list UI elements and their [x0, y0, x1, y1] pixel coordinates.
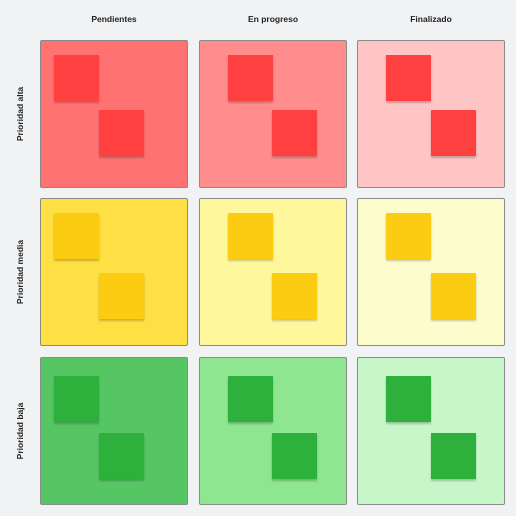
sticky-note[interactable]	[99, 433, 144, 479]
sticky-note[interactable]	[431, 273, 476, 319]
sticky-note[interactable]	[431, 433, 476, 479]
sticky-note[interactable]	[54, 376, 99, 422]
row-header-label: Prioridad alta	[15, 86, 25, 142]
sticky-note[interactable]	[99, 110, 144, 156]
sticky-note[interactable]	[386, 213, 431, 259]
cell-media-en-progreso[interactable]	[199, 198, 347, 346]
row-header-prioridad-alta: Prioridad alta	[0, 40, 40, 188]
row-header-prioridad-media: Prioridad media	[0, 198, 40, 346]
cell-baja-en-progreso[interactable]	[199, 357, 347, 505]
sticky-note[interactable]	[431, 110, 476, 156]
cell-baja-finalizado[interactable]	[357, 357, 505, 505]
sticky-note[interactable]	[272, 433, 317, 479]
sticky-note[interactable]	[386, 376, 431, 422]
sticky-note[interactable]	[228, 213, 273, 259]
row-header-prioridad-baja: Prioridad baja	[0, 357, 40, 505]
sticky-note[interactable]	[272, 273, 317, 319]
cell-baja-pendientes[interactable]	[40, 357, 188, 505]
sticky-note[interactable]	[272, 110, 317, 156]
row-header-label: Prioridad media	[15, 239, 25, 305]
column-header-pendientes: Pendientes	[91, 14, 137, 24]
cell-alta-finalizado[interactable]	[357, 40, 505, 188]
cell-alta-en-progreso[interactable]	[199, 40, 347, 188]
cell-media-finalizado[interactable]	[357, 198, 505, 346]
sticky-note[interactable]	[54, 213, 99, 259]
sticky-note[interactable]	[99, 273, 144, 319]
sticky-note[interactable]	[228, 55, 273, 101]
sticky-note[interactable]	[54, 55, 99, 101]
sticky-note[interactable]	[386, 55, 431, 101]
cell-alta-pendientes[interactable]	[40, 40, 188, 188]
sticky-note[interactable]	[228, 376, 273, 422]
row-header-label: Prioridad baja	[15, 402, 25, 460]
column-header-en-progreso: En progreso	[247, 14, 299, 24]
cell-media-pendientes[interactable]	[40, 198, 188, 346]
column-header-finalizado: Finalizado	[410, 14, 452, 24]
